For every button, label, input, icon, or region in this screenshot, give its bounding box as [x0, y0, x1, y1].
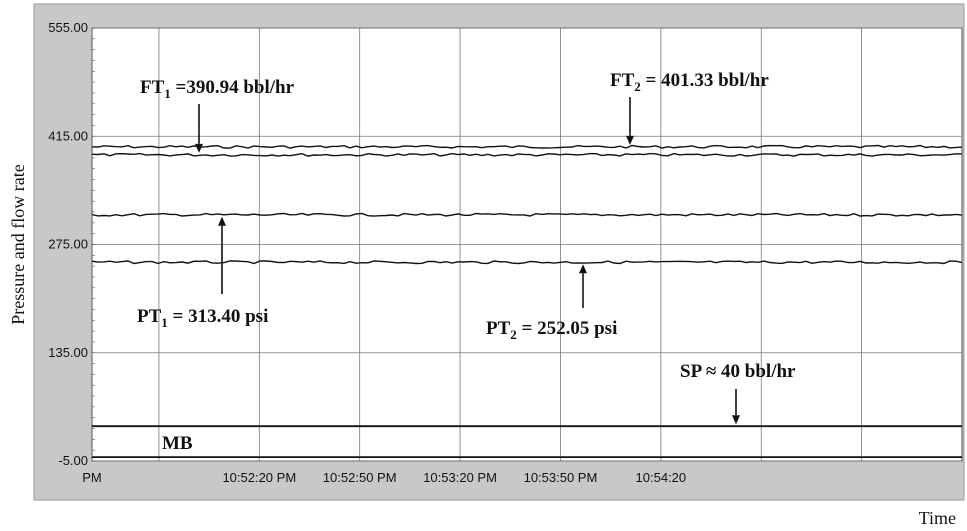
annotation-pt1: PT1 = 313.40 psi — [137, 306, 268, 330]
x-tick-label: 10:53:50 PM — [524, 470, 598, 485]
arrow-head-pt2 — [579, 264, 587, 274]
annotation-mb: MB — [162, 433, 193, 454]
annotation-sp: SP ≈ 40 bbl/hr — [680, 361, 796, 382]
y-tick-label: 555.00 — [48, 20, 88, 35]
arrow-head-ft1 — [195, 143, 203, 153]
annotation-pt2: PT2 = 252.05 psi — [486, 318, 617, 342]
x-axis-title: Time — [919, 508, 956, 528]
arrow-head-sp — [732, 415, 740, 425]
x-tick-label: 10:52:50 PM — [323, 470, 397, 485]
arrow-head-ft2 — [626, 135, 634, 145]
y-axis-title: Pressure and flow rate — [8, 164, 28, 324]
y-tick-label: -5.00 — [58, 453, 88, 468]
x-tick-label: 10:54:20 — [636, 470, 687, 485]
annotation-ft2: FT2 = 401.33 bbl/hr — [610, 70, 769, 94]
series-line-ft1 — [91, 152, 963, 157]
x-tick-label: 10:53:20 PM — [423, 470, 497, 485]
y-tick-label: 275.00 — [48, 237, 88, 252]
x-tick-label: 10:52:20 PM — [222, 470, 296, 485]
series-line-ft2 — [91, 144, 963, 149]
x-tick-label: PM — [82, 470, 102, 485]
series-line-pt1 — [91, 212, 963, 217]
arrow-head-pt1 — [218, 216, 226, 226]
y-tick-label: 135.00 — [48, 345, 88, 360]
series-line-pt2 — [91, 260, 963, 265]
annotation-ft1: FT1 =390.94 bbl/hr — [140, 77, 295, 101]
y-tick-label: 415.00 — [48, 128, 88, 143]
